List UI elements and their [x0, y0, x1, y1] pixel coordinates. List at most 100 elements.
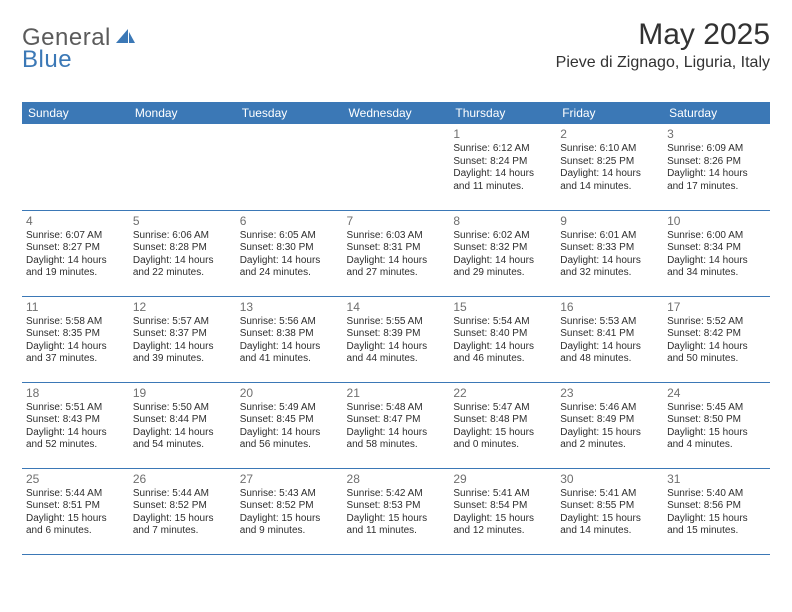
sunrise-text: Sunrise: 5:47 AM: [453, 402, 552, 415]
calendar-week-row: 25Sunrise: 5:44 AMSunset: 8:51 PMDayligh…: [22, 468, 770, 554]
sunset-text: Sunset: 8:43 PM: [26, 414, 125, 427]
weekday-head: Saturday: [663, 102, 770, 124]
daylight-text: Daylight: 15 hours: [453, 513, 552, 526]
calendar-day-cell: 25Sunrise: 5:44 AMSunset: 8:51 PMDayligh…: [22, 468, 129, 554]
daylight-text: and 2 minutes.: [560, 439, 659, 452]
sunrise-text: Sunrise: 5:43 AM: [240, 488, 339, 501]
daylight-text: Daylight: 15 hours: [667, 427, 766, 440]
daylight-text: Daylight: 14 hours: [560, 341, 659, 354]
calendar-day-cell: 24Sunrise: 5:45 AMSunset: 8:50 PMDayligh…: [663, 382, 770, 468]
day-number: 2: [560, 127, 659, 141]
sunrise-text: Sunrise: 5:40 AM: [667, 488, 766, 501]
sunset-text: Sunset: 8:25 PM: [560, 156, 659, 169]
weekday-head: Sunday: [22, 102, 129, 124]
daylight-text: and 19 minutes.: [26, 267, 125, 280]
daylight-text: and 12 minutes.: [453, 525, 552, 538]
calendar-day-cell: 13Sunrise: 5:56 AMSunset: 8:38 PMDayligh…: [236, 296, 343, 382]
daylight-text: and 48 minutes.: [560, 353, 659, 366]
daylight-text: and 29 minutes.: [453, 267, 552, 280]
sunrise-text: Sunrise: 6:06 AM: [133, 230, 232, 243]
sunrise-text: Sunrise: 5:45 AM: [667, 402, 766, 415]
day-number: 7: [347, 214, 446, 228]
sunrise-text: Sunrise: 5:51 AM: [26, 402, 125, 415]
sunset-text: Sunset: 8:40 PM: [453, 328, 552, 341]
calendar-day-cell: 5Sunrise: 6:06 AMSunset: 8:28 PMDaylight…: [129, 210, 236, 296]
daylight-text: Daylight: 15 hours: [347, 513, 446, 526]
daylight-text: Daylight: 14 hours: [26, 341, 125, 354]
sunrise-text: Sunrise: 5:56 AM: [240, 316, 339, 329]
day-number: 31: [667, 472, 766, 486]
daylight-text: Daylight: 14 hours: [26, 255, 125, 268]
weekday-head: Thursday: [449, 102, 556, 124]
daylight-text: Daylight: 14 hours: [347, 427, 446, 440]
calendar-day-cell: 12Sunrise: 5:57 AMSunset: 8:37 PMDayligh…: [129, 296, 236, 382]
calendar-week-row: 11Sunrise: 5:58 AMSunset: 8:35 PMDayligh…: [22, 296, 770, 382]
day-number: 27: [240, 472, 339, 486]
daylight-text: and 46 minutes.: [453, 353, 552, 366]
calendar-day-cell: 4Sunrise: 6:07 AMSunset: 8:27 PMDaylight…: [22, 210, 129, 296]
day-number: 30: [560, 472, 659, 486]
daylight-text: and 17 minutes.: [667, 181, 766, 194]
day-number: 29: [453, 472, 552, 486]
brand-blue-wrap: Blue: [22, 46, 72, 74]
header: General May 2025 Pieve di Zignago, Ligur…: [22, 18, 770, 72]
sunset-text: Sunset: 8:52 PM: [133, 500, 232, 513]
calendar-empty-cell: [236, 124, 343, 210]
daylight-text: Daylight: 14 hours: [240, 427, 339, 440]
sunset-text: Sunset: 8:39 PM: [347, 328, 446, 341]
daylight-text: and 32 minutes.: [560, 267, 659, 280]
daylight-text: and 15 minutes.: [667, 525, 766, 538]
daylight-text: and 58 minutes.: [347, 439, 446, 452]
day-number: 28: [347, 472, 446, 486]
calendar-empty-cell: [129, 124, 236, 210]
daylight-text: Daylight: 14 hours: [667, 168, 766, 181]
daylight-text: Daylight: 14 hours: [560, 255, 659, 268]
day-number: 21: [347, 386, 446, 400]
daylight-text: and 39 minutes.: [133, 353, 232, 366]
day-number: 20: [240, 386, 339, 400]
sunset-text: Sunset: 8:53 PM: [347, 500, 446, 513]
calendar-table: Sunday Monday Tuesday Wednesday Thursday…: [22, 102, 770, 555]
sunset-text: Sunset: 8:24 PM: [453, 156, 552, 169]
calendar-week-row: 4Sunrise: 6:07 AMSunset: 8:27 PMDaylight…: [22, 210, 770, 296]
sunset-text: Sunset: 8:47 PM: [347, 414, 446, 427]
sunset-text: Sunset: 8:51 PM: [26, 500, 125, 513]
calendar-day-cell: 17Sunrise: 5:52 AMSunset: 8:42 PMDayligh…: [663, 296, 770, 382]
sunrise-text: Sunrise: 5:53 AM: [560, 316, 659, 329]
day-number: 25: [26, 472, 125, 486]
daylight-text: Daylight: 14 hours: [133, 341, 232, 354]
sunrise-text: Sunrise: 6:01 AM: [560, 230, 659, 243]
daylight-text: and 11 minutes.: [453, 181, 552, 194]
day-number: 18: [26, 386, 125, 400]
daylight-text: and 41 minutes.: [240, 353, 339, 366]
sunrise-text: Sunrise: 5:55 AM: [347, 316, 446, 329]
daylight-text: Daylight: 14 hours: [453, 341, 552, 354]
daylight-text: Daylight: 15 hours: [560, 513, 659, 526]
daylight-text: Daylight: 15 hours: [667, 513, 766, 526]
sunrise-text: Sunrise: 5:50 AM: [133, 402, 232, 415]
daylight-text: Daylight: 15 hours: [133, 513, 232, 526]
sunrise-text: Sunrise: 5:52 AM: [667, 316, 766, 329]
day-number: 23: [560, 386, 659, 400]
calendar-head: Sunday Monday Tuesday Wednesday Thursday…: [22, 102, 770, 124]
sunrise-text: Sunrise: 6:07 AM: [26, 230, 125, 243]
sunrise-text: Sunrise: 6:12 AM: [453, 143, 552, 156]
weekday-head: Monday: [129, 102, 236, 124]
sunrise-text: Sunrise: 5:57 AM: [133, 316, 232, 329]
calendar-day-cell: 23Sunrise: 5:46 AMSunset: 8:49 PMDayligh…: [556, 382, 663, 468]
day-number: 9: [560, 214, 659, 228]
calendar-day-cell: 8Sunrise: 6:02 AMSunset: 8:32 PMDaylight…: [449, 210, 556, 296]
sunset-text: Sunset: 8:42 PM: [667, 328, 766, 341]
day-number: 6: [240, 214, 339, 228]
calendar-body: 1Sunrise: 6:12 AMSunset: 8:24 PMDaylight…: [22, 124, 770, 554]
daylight-text: and 50 minutes.: [667, 353, 766, 366]
calendar-page: General May 2025 Pieve di Zignago, Ligur…: [0, 0, 792, 612]
calendar-day-cell: 14Sunrise: 5:55 AMSunset: 8:39 PMDayligh…: [343, 296, 450, 382]
daylight-text: and 0 minutes.: [453, 439, 552, 452]
sunset-text: Sunset: 8:26 PM: [667, 156, 766, 169]
day-number: 26: [133, 472, 232, 486]
daylight-text: Daylight: 14 hours: [133, 427, 232, 440]
sunset-text: Sunset: 8:35 PM: [26, 328, 125, 341]
daylight-text: Daylight: 14 hours: [667, 255, 766, 268]
daylight-text: Daylight: 14 hours: [26, 427, 125, 440]
